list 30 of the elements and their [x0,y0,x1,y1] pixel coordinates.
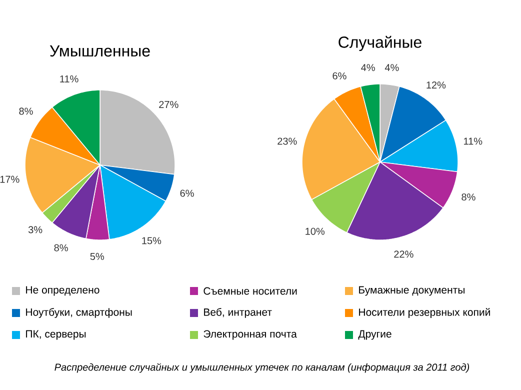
legend-label: ПК, серверы [26,330,86,340]
legend-label: Съемные носители [204,287,297,295]
data-label: 17% [0,176,20,183]
legend-label: Бумажные документы [359,286,464,296]
data-label: 8% [54,244,68,252]
data-label: 27% [159,100,178,108]
data-label: 5% [90,252,104,260]
data-label: 8% [19,108,33,115]
legend-label: Не определено [26,286,100,296]
text: Распределение случайных и умышленных утечек по каналам (информация за 2011 год) [54,363,470,373]
data-label: 8% [462,193,476,201]
data-label: 11% [464,138,482,145]
data-label: 4% [361,64,375,72]
data-label: 23% [278,138,297,145]
chart-title: Случайные [338,36,422,52]
data-label: 10% [306,228,325,235]
data-label: 12% [426,81,446,89]
data-label: 6% [332,72,346,80]
data-label: 6% [180,190,194,197]
data-label: 3% [28,226,42,234]
legend-label: Веб, интранет [204,308,272,318]
data-label: 4% [384,64,399,72]
legend-label: Ноутбуки, смартфоны [26,308,132,318]
chart-title: Умышленные [50,45,150,57]
data-label: 11% [60,75,78,82]
data-label: 15% [142,237,162,244]
legend-label: Электронная почта [204,330,297,340]
legend-label: Другие [358,330,392,340]
data-label: 22% [394,250,414,258]
legend-label: Носители резервных копий [359,308,490,318]
